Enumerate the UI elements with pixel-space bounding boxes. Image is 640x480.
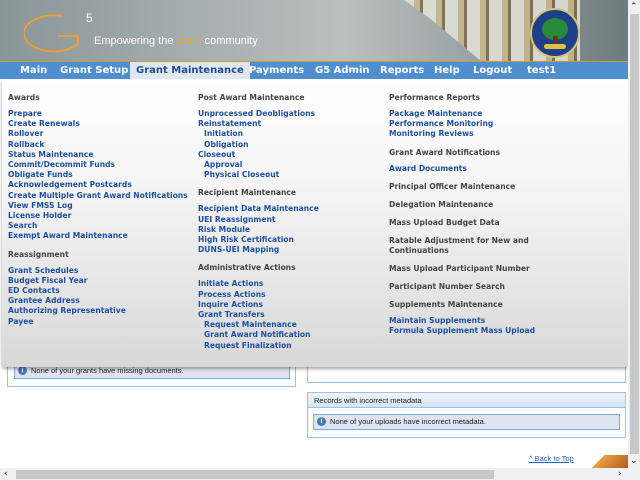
menu-item-request-maintenance[interactable]: Request Maintenance — [204, 320, 297, 330]
menu-heading-performance-reports: Performance Reports — [389, 93, 481, 102]
menu-item-physical-closeout[interactable]: Physical Closeout — [204, 170, 280, 180]
department-of-education-seal — [530, 8, 580, 58]
menu-item-initiate-actions[interactable]: Initiate Actions — [198, 279, 264, 289]
menu-item-closeout[interactable]: Closeout — [198, 149, 236, 159]
scroll-left-icon[interactable]: ‹ — [4, 469, 8, 479]
header-banner: 5 Empowering the grant community — [0, 0, 628, 61]
menu-item-grant-award-notification[interactable]: Grant Award Notification — [204, 330, 311, 340]
menu-item-create-renewals[interactable]: Create Renewals — [8, 119, 80, 129]
vertical-scrollbar[interactable]: ⌃ ⌄ — [628, 0, 640, 468]
menu-item-rollback[interactable]: Rollback — [8, 139, 45, 149]
menu-item-duns-uei-mapping[interactable]: DUNS-UEI Mapping — [198, 245, 280, 255]
nav-logout[interactable]: Logout — [473, 65, 513, 76]
menu-item-reinstatement[interactable]: Reinstatement — [198, 119, 262, 129]
menu-item-authorizing-representative[interactable]: Authorizing Representative — [8, 306, 126, 316]
g5-logo: 5 — [24, 11, 93, 53]
menu-item-create-multiple-grant-award-notifications[interactable]: Create Multiple Grant Award Notification… — [8, 190, 188, 200]
scroll-down-icon[interactable]: ⌄ — [630, 456, 638, 466]
metadata-message: i None of your uploads have incorrect met… — [313, 414, 620, 430]
scroll-right-icon[interactable]: › — [618, 469, 622, 479]
menu-item-risk-module[interactable]: Risk Module — [198, 224, 251, 234]
menu-item-ed-contacts[interactable]: ED Contacts — [8, 286, 60, 296]
menu-item-award-documents[interactable]: Award Documents — [389, 163, 467, 173]
menu-item-prepare[interactable]: Prepare — [8, 109, 42, 118]
menu-item-monitoring-reviews[interactable]: Monitoring Reviews — [389, 129, 474, 139]
menu-column-1: Awards Prepare Create Renewals Rollover Roll… — [8, 93, 193, 327]
menu-item-obligation[interactable]: Obligation — [204, 139, 249, 149]
menu-item-budget-fiscal-year[interactable]: Budget Fiscal Year — [8, 275, 88, 285]
menu-item-inquire-actions[interactable]: Inquire Actions — [198, 299, 263, 309]
nav-main[interactable]: Main — [20, 65, 48, 76]
nav-reports[interactable]: Reports — [380, 65, 425, 76]
panel-title: Records with incorrect metadata — [308, 393, 625, 408]
menu-column-2: Post Award Maintenance Unprocessed Deobli… — [198, 93, 383, 351]
vertical-scroll-thumb[interactable] — [630, 14, 639, 454]
nav-payments[interactable]: Payments — [249, 65, 305, 76]
menu-heading-ratable-adjustment-for-new-and-continuations: Ratable Adjustment for New and Continuat… — [389, 235, 529, 255]
menu-item-license-holder[interactable]: License Holder — [8, 211, 72, 221]
nav-grant-setup[interactable]: Grant Setup — [60, 65, 129, 76]
grant-maintenance-dropdown: Awards Prepare Create Renewals Rollover Roll… — [2, 80, 628, 367]
menu-item-uei-reassignment[interactable]: UEI Reassignment — [198, 214, 276, 224]
menu-item-grantee-address[interactable]: Grantee Address — [8, 296, 80, 306]
menu-item-grant-transfers[interactable]: Grant Transfers — [198, 310, 265, 320]
menu-item-initiation[interactable]: Initiation — [204, 129, 244, 139]
menu-item-acknowledgement-postcards[interactable]: Acknowledgement Postcards — [8, 180, 132, 190]
menu-item-performance-monitoring[interactable]: Performance Monitoring — [389, 119, 494, 129]
info-icon: i — [317, 417, 326, 426]
tagline: Empowering the grant community — [94, 35, 258, 47]
menu-heading-administrative-actions: Administrative Actions — [198, 263, 296, 273]
menu-item-view-fmss-log[interactable]: View FMSS Log — [8, 200, 73, 210]
horizontal-scroll-thumb[interactable] — [16, 470, 494, 479]
menu-heading-reassignment: Reassignment — [8, 249, 69, 259]
info-icon: i — [18, 366, 27, 375]
menu-item-request-finalization[interactable]: Request Finalization — [204, 340, 292, 350]
menu-item-rollover[interactable]: Rollover — [8, 129, 44, 139]
menu-heading-mass-upload-budget-data: Mass Upload Budget Data — [389, 217, 500, 227]
menu-heading-awards: Awards — [8, 93, 40, 102]
nav-grant-maintenance[interactable]: Grant Maintenance — [130, 62, 250, 79]
menu-item-obligate-funds[interactable]: Obligate Funds — [8, 170, 73, 180]
menu-heading-recipient-maintenance: Recipient Maintenance — [198, 188, 297, 198]
menu-heading-supplements-maintenance: Supplements Maintenance — [389, 299, 503, 309]
menu-heading-grant-award-notifications: Grant Award Notifications — [389, 147, 501, 157]
menu-heading-principal-officer-maintenance: Principal Officer Maintenance — [389, 181, 516, 191]
menu-item-formula-supplement-mass-upload[interactable]: Formula Supplement Mass Upload — [389, 326, 536, 336]
menu-heading-post-award-maintenance: Post Award Maintenance — [198, 93, 305, 102]
menu-item-high-risk-certification[interactable]: High Risk Certification — [198, 235, 294, 245]
menu-item-commit-decommit-funds[interactable]: Commit/Decommit Funds — [8, 160, 116, 170]
svg-text:5: 5 — [86, 11, 93, 25]
horizontal-scrollbar[interactable]: ‹ › — [0, 468, 640, 480]
menu-item-package-maintenance[interactable]: Package Maintenance — [389, 109, 483, 118]
menu-item-process-actions[interactable]: Process Actions — [198, 289, 266, 299]
menu-item-status-maintenance[interactable]: Status Maintenance — [8, 149, 94, 159]
menu-heading-participant-number-search: Participant Number Search — [389, 281, 505, 291]
corner-decoration — [580, 455, 628, 468]
incorrect-metadata-panel: Records with incorrect metadata i None of… — [307, 392, 626, 438]
nav-g5-admin[interactable]: G5 Admin — [315, 65, 370, 76]
scroll-up-icon[interactable]: ⌃ — [630, 2, 638, 12]
nav-user[interactable]: test1 — [527, 65, 557, 76]
menu-item-grant-schedules[interactable]: Grant Schedules — [8, 265, 79, 275]
menu-item-maintain-supplements[interactable]: Maintain Supplements — [389, 315, 486, 325]
main-nav: Main Grant Setup Grant Maintenance Payme… — [0, 61, 628, 79]
menu-item-unprocessed-deobligations[interactable]: Unprocessed Deobligations — [198, 109, 316, 118]
menu-item-exempt-award-maintenance[interactable]: Exempt Award Maintenance — [8, 231, 128, 241]
menu-heading-mass-upload-participant-number: Mass Upload Participant Number — [389, 263, 530, 273]
nav-help[interactable]: Help — [434, 65, 460, 76]
menu-item-recipient-data-maintenance[interactable]: Recipient Data Maintenance — [198, 204, 319, 214]
menu-heading-delegation-maintenance: Delegation Maintenance — [389, 199, 494, 209]
back-to-top-link[interactable]: ^ Back to Top — [529, 454, 574, 463]
menu-item-approval[interactable]: Approval — [204, 160, 243, 170]
menu-item-search[interactable]: Search — [8, 221, 38, 231]
menu-column-3: Performance Reports Package Maintenance Pe… — [389, 93, 539, 336]
menu-item-payee[interactable]: Payee — [8, 316, 34, 326]
